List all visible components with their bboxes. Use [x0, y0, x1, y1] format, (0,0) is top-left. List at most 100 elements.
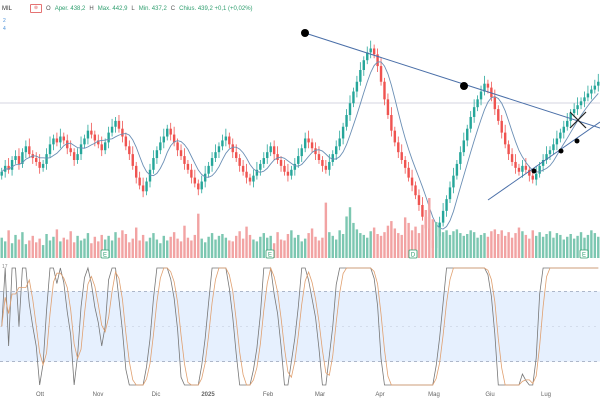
- volume-bar: [510, 237, 514, 258]
- volume-bar: [131, 238, 134, 258]
- candle-body: [348, 103, 352, 115]
- volume-bar: [141, 234, 145, 258]
- event-marker-label: D: [411, 253, 416, 259]
- volume-bar: [266, 237, 269, 258]
- candle-body: [279, 160, 283, 166]
- candle-body: [145, 181, 148, 192]
- candle-body: [303, 138, 307, 149]
- candle-body: [7, 165, 10, 170]
- volume-bar: [324, 202, 328, 258]
- close-label: C: [170, 5, 176, 12]
- candle-body: [362, 60, 365, 70]
- candle-body: [238, 158, 241, 166]
- candle-body: [472, 107, 476, 117]
- candle-body: [307, 138, 310, 143]
- volume-bar: [435, 222, 438, 258]
- candle-body: [128, 146, 131, 155]
- x-tick-label: Dic: [152, 392, 161, 398]
- candle-body: [24, 146, 28, 153]
- candle-body: [338, 138, 341, 147]
- low-label: L: [131, 5, 135, 12]
- candle-body: [14, 156, 17, 160]
- candle-body: [97, 140, 100, 145]
- candle-body: [403, 160, 407, 168]
- volume-bar: [69, 231, 72, 258]
- volume-bar: [3, 241, 7, 258]
- candle-body: [248, 177, 252, 182]
- open-value: Aper. 438,2: [54, 5, 86, 12]
- volume-bar: [166, 240, 169, 258]
- volume-bar: [279, 239, 283, 258]
- high-value: Max. 442,9: [97, 5, 128, 12]
- volume-bar: [79, 240, 83, 258]
- candle-body: [324, 165, 328, 170]
- volume-bar: [590, 230, 593, 258]
- candle-body: [559, 132, 562, 139]
- candle-body: [169, 128, 172, 135]
- candle-body: [386, 99, 390, 115]
- alert-badge[interactable]: ⊗: [30, 4, 43, 13]
- low-value: Min. 437,2: [138, 5, 167, 12]
- volume-bar: [569, 234, 572, 258]
- candle-body: [38, 161, 41, 168]
- candle-body: [552, 144, 555, 151]
- candle-body: [66, 140, 69, 149]
- candle-body: [376, 54, 379, 67]
- volume-bar: [328, 232, 331, 258]
- candle-body: [231, 144, 234, 153]
- volume-bar: [535, 235, 538, 258]
- candle-body: [359, 70, 362, 82]
- volume-bar: [597, 236, 600, 258]
- volume-bar: [528, 238, 531, 258]
- volume-bar: [197, 213, 200, 258]
- volume-bar: [7, 230, 10, 258]
- volume-bar: [269, 235, 272, 258]
- volume-bar: [403, 217, 407, 258]
- candle-body: [262, 158, 265, 164]
- volume-bar: [359, 233, 362, 258]
- volume-bar: [217, 235, 221, 258]
- event-marker: [408, 249, 418, 259]
- volume-bar: [179, 241, 183, 258]
- volume-bar: [310, 228, 314, 258]
- support-trendline: [487, 121, 600, 201]
- candle-body: [310, 142, 314, 149]
- candle-body: [107, 132, 110, 143]
- pivot-point: [460, 82, 468, 90]
- candle-body: [593, 85, 597, 90]
- volume-bar: [338, 230, 341, 258]
- candle-body: [197, 183, 200, 190]
- volume-bar: [235, 235, 238, 258]
- candle-body: [100, 144, 103, 151]
- candle-body: [562, 126, 565, 133]
- volume-bar: [307, 233, 310, 258]
- volume-bar: [566, 236, 569, 258]
- candle-body: [162, 136, 165, 143]
- volume-bar: [421, 224, 424, 258]
- candle-body: [590, 89, 593, 94]
- candle-body: [355, 81, 359, 92]
- volume-bar: [445, 230, 448, 258]
- volume-bar: [303, 238, 307, 258]
- volume-bar: [172, 232, 176, 258]
- volume-bar: [48, 240, 52, 258]
- candle-body: [41, 163, 45, 168]
- volume-bar: [210, 233, 214, 258]
- volume-bar: [579, 232, 583, 258]
- volume-bar: [583, 237, 586, 258]
- volume-bar: [93, 236, 97, 258]
- volume-bar: [59, 241, 62, 258]
- pivot-point: [574, 138, 580, 144]
- x-tick-label: Nov: [93, 392, 104, 398]
- candle-body: [569, 113, 572, 121]
- volume-bar: [448, 234, 452, 258]
- volume-bar: [0, 237, 3, 258]
- volume-bar: [286, 234, 290, 258]
- candle-body: [452, 175, 455, 188]
- candle-body: [228, 136, 231, 145]
- cross-marker: [569, 111, 587, 129]
- candle-body: [531, 175, 534, 180]
- candle-body: [152, 158, 155, 170]
- volume-bar: [383, 232, 386, 258]
